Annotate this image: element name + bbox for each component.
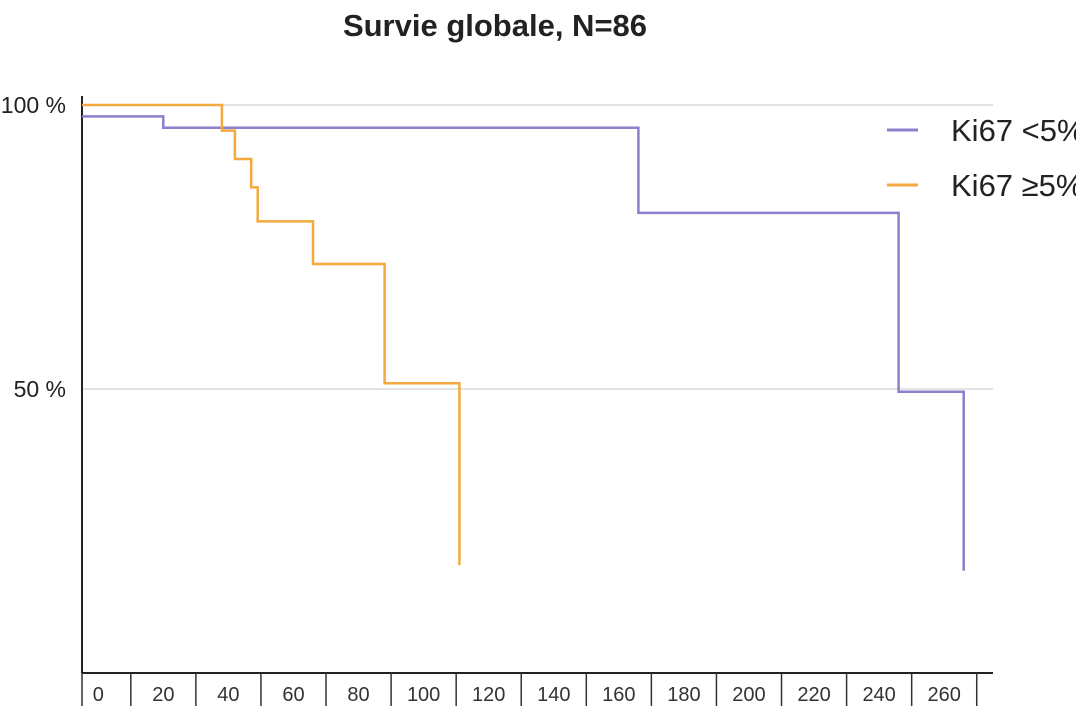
x-tick-label: 140 — [537, 684, 570, 706]
x-tick-label: 100 — [407, 684, 440, 706]
chart-title: Survie globale, N=86 — [343, 8, 647, 43]
x-tick-label: 240 — [862, 684, 895, 706]
legend: Ki67 <5% Ki67 ≥5% — [887, 113, 1076, 203]
gridlines — [82, 104, 993, 390]
axes: 100 % 50 % 0 20 40 60 80 100 120 140 160 180 200 220 2… — [1, 92, 993, 706]
x-tick-label: 60 — [282, 684, 304, 706]
series-line-2 — [82, 103, 461, 566]
legend-label-1: Ki67 <5% — [951, 113, 1076, 148]
x-tick-label: 20 — [152, 684, 174, 706]
x-tick-label: 180 — [667, 684, 700, 706]
x-tick-label: 0 — [93, 684, 104, 706]
series-lines — [82, 103, 965, 571]
series-line-1 — [82, 115, 965, 571]
x-tick-label: 260 — [928, 684, 961, 706]
x-tick-label: 220 — [797, 684, 830, 706]
y-tick-label: 100 % — [1, 92, 66, 118]
x-tick-label: 200 — [732, 684, 765, 706]
x-tick-label: 120 — [472, 684, 505, 706]
x-tick-label: 160 — [602, 684, 635, 706]
legend-label-2: Ki67 ≥5% — [951, 168, 1076, 203]
x-tick-label: 40 — [217, 684, 239, 706]
x-tick-label: 80 — [347, 684, 369, 706]
y-tick-label: 50 % — [14, 376, 66, 402]
